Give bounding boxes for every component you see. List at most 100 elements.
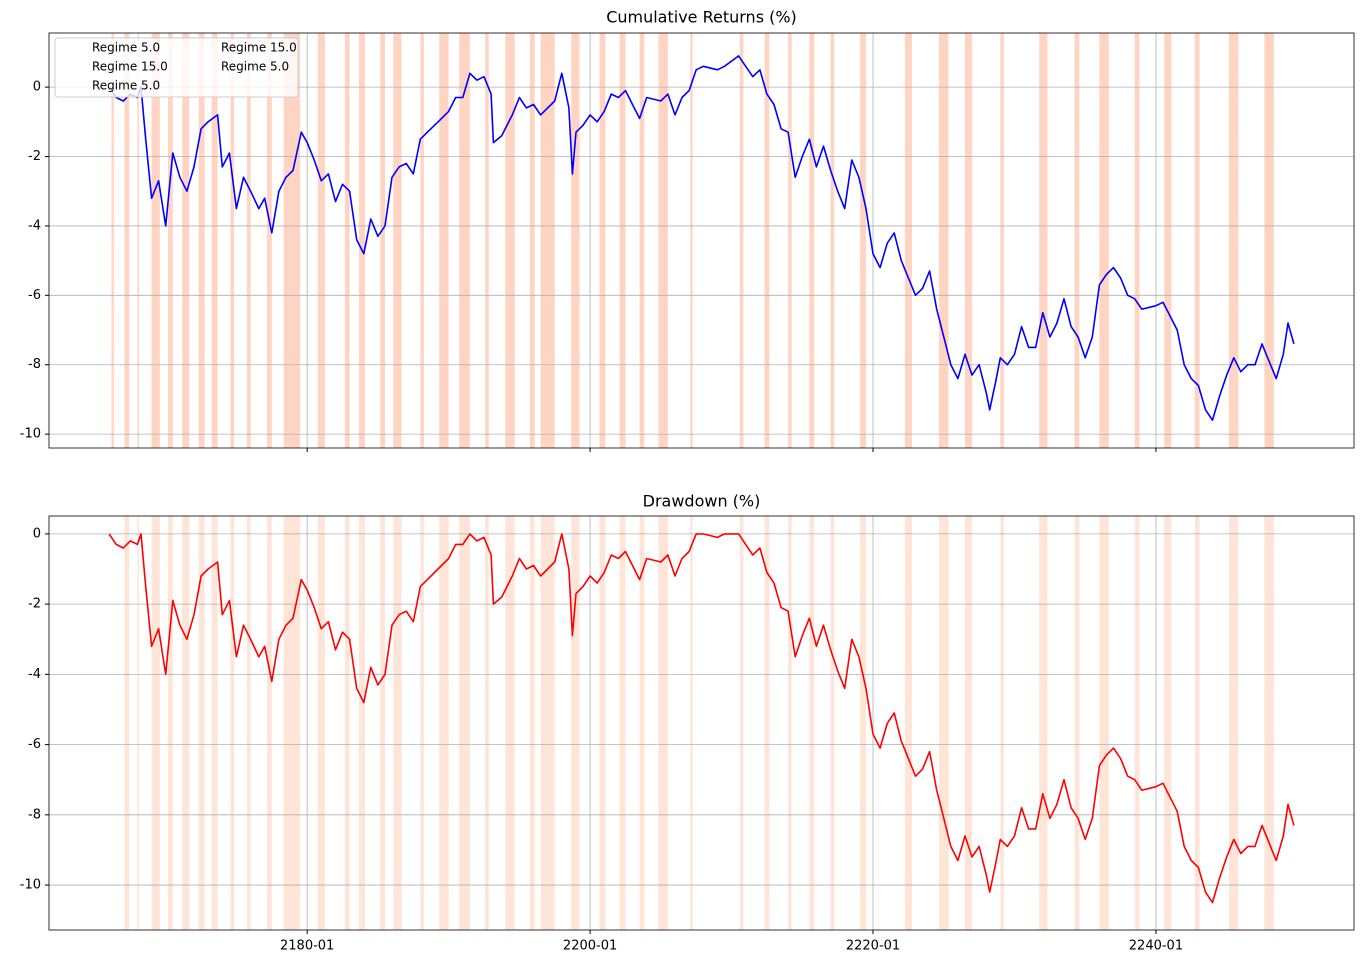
regime-span <box>393 516 402 930</box>
line <box>108 55 1295 421</box>
regime-span <box>904 33 912 448</box>
y-tick-label: -2 <box>28 149 41 164</box>
regime-span <box>571 33 580 448</box>
regime-span <box>788 33 792 448</box>
x-tick-label: 2200-01 <box>563 939 617 954</box>
y-tick-label: 0 <box>33 80 41 95</box>
regime-span <box>420 516 424 930</box>
chart-title: Drawdown (%) <box>643 492 761 511</box>
regime-span <box>1264 33 1274 448</box>
regime-span <box>939 33 949 448</box>
plot-area <box>49 33 1354 448</box>
regime-span <box>420 33 424 448</box>
regime-span <box>939 516 949 930</box>
regime-span <box>739 516 744 930</box>
regime-span <box>809 516 815 930</box>
regime-span <box>599 33 606 448</box>
legend-label: Regime 5.0 <box>92 79 160 93</box>
regime-span <box>359 516 365 930</box>
chart-title: Cumulative Returns (%) <box>606 8 797 27</box>
regime-span <box>1000 516 1004 930</box>
regime-span <box>267 516 272 930</box>
regime-span <box>964 33 973 448</box>
regime-span <box>904 516 912 930</box>
regime-span <box>344 516 350 930</box>
regime-span <box>1039 516 1048 930</box>
x-tick-label: 2240-01 <box>1129 939 1183 954</box>
regime-span <box>198 33 205 448</box>
regime-span <box>1229 516 1239 930</box>
regime-span <box>529 33 535 448</box>
regime-span <box>283 516 301 930</box>
regime-span <box>540 516 555 930</box>
regime-span <box>830 516 835 930</box>
axes-frame <box>48 32 1355 449</box>
regime-span <box>1134 516 1140 930</box>
regime-span <box>380 516 385 930</box>
regime-span <box>459 33 470 448</box>
regime-span <box>137 516 139 930</box>
regime-span <box>439 516 449 930</box>
regime-span <box>571 516 580 930</box>
y-tick-label: -6 <box>28 288 41 303</box>
y-tick-label: 0 <box>33 526 41 541</box>
y-tick-label: -10 <box>20 427 41 442</box>
legend-label: Regime 15.0 <box>92 60 168 74</box>
regime-span <box>182 33 190 448</box>
legend-box <box>54 37 299 98</box>
x-tick-label: 2220-01 <box>846 939 900 954</box>
regime-span <box>124 516 130 930</box>
regime-span <box>1194 33 1200 448</box>
y-tick-label: -4 <box>28 667 41 682</box>
y-tick-label: -4 <box>28 218 41 233</box>
regime-span <box>485 33 489 448</box>
regime-span <box>639 516 645 930</box>
regime-span <box>267 33 272 448</box>
regime-span <box>830 33 835 448</box>
regime-span <box>168 516 173 930</box>
regime-span <box>151 33 160 448</box>
regime-span <box>211 516 218 930</box>
regime-span <box>230 33 235 448</box>
regime-span <box>505 516 515 930</box>
regime-span <box>111 33 114 448</box>
regime-span <box>639 33 645 448</box>
regime-span <box>1074 516 1080 930</box>
regime-span <box>1099 516 1109 930</box>
regime-span <box>317 33 325 448</box>
regime-span <box>1134 33 1140 448</box>
regime-span <box>599 516 606 930</box>
y-tick-label: -8 <box>28 357 41 372</box>
regime-span <box>764 516 770 930</box>
regime-span <box>168 33 173 448</box>
y-tick-label: -2 <box>28 597 41 612</box>
regime-span <box>1164 516 1172 930</box>
axes-frame <box>48 515 1355 931</box>
regime-span <box>1164 33 1172 448</box>
regime-span <box>1074 33 1080 448</box>
y-tick-label: -10 <box>20 878 41 893</box>
regime-span <box>485 516 489 930</box>
legend-label: Regime 5.0 <box>221 60 289 74</box>
regime-span <box>247 516 251 930</box>
regime-span <box>505 33 515 448</box>
y-tick-label: -8 <box>28 807 41 822</box>
regime-span <box>529 516 535 930</box>
legend-label: Regime 5.0 <box>92 41 160 55</box>
regime-span <box>283 33 301 448</box>
regime-span <box>198 516 205 930</box>
regime-span <box>247 33 251 448</box>
y-tick-label: -6 <box>28 737 41 752</box>
regime-span <box>809 33 815 448</box>
regime-span <box>658 33 668 448</box>
regime-span <box>860 33 866 448</box>
regime-span <box>182 516 190 930</box>
regime-span <box>690 33 693 448</box>
regime-span <box>211 33 218 448</box>
legend-label: Regime 15.0 <box>221 41 297 55</box>
regime-span <box>439 33 449 448</box>
regime-span <box>1000 33 1004 448</box>
regime-span <box>137 33 139 448</box>
regime-span <box>359 33 365 448</box>
